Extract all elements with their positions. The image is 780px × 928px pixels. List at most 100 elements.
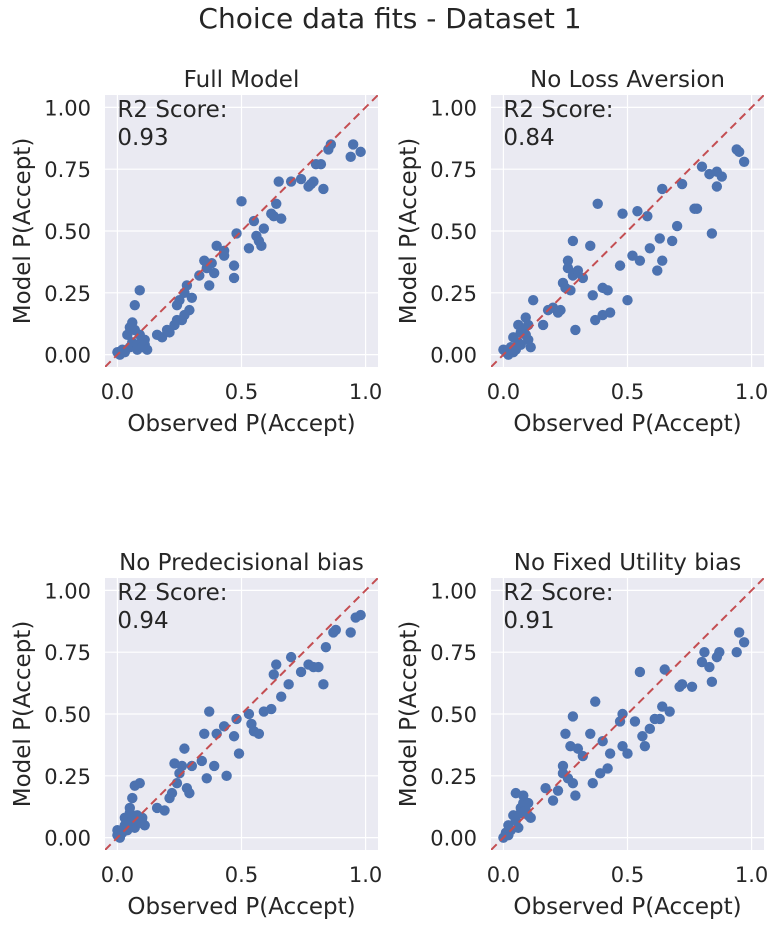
scatter-point — [617, 740, 628, 752]
y-axis-label: Model P(Accept) — [10, 621, 36, 808]
scatter-point — [186, 760, 198, 772]
scatter-point — [345, 627, 356, 638]
scatter-point — [201, 773, 212, 784]
scatter-point — [557, 760, 569, 772]
x-tick-label: 0.0 — [101, 863, 134, 887]
scatter-point — [570, 790, 581, 801]
scatter-point — [567, 778, 579, 789]
scatter-point — [622, 748, 633, 759]
chart-panel-3: 0.0 0.5 1.0 0.00 0.25 0.50 0.75 1.00 Observed P(… — [10, 550, 382, 920]
scatter-point — [345, 151, 356, 163]
x-tick-label: 1.0 — [735, 380, 768, 404]
x-tick-label: 1.0 — [735, 863, 768, 887]
panel-title: Full Model — [184, 67, 300, 93]
r2-score-value: 0.84 — [503, 125, 554, 151]
plot-marks — [105, 95, 378, 367]
scatter-point — [711, 181, 723, 192]
scatter-point — [271, 659, 282, 670]
y-tick-label: 0.75 — [430, 641, 477, 665]
y-tick-label: 0.50 — [430, 703, 477, 727]
scatter-point — [268, 669, 279, 680]
scatter-point — [218, 250, 230, 261]
scatter-point — [527, 295, 539, 306]
scatter-point — [184, 787, 195, 799]
scatter-point — [253, 728, 265, 739]
scatter-point — [570, 324, 581, 336]
scatter-point — [194, 270, 205, 281]
scatter-point — [295, 666, 307, 678]
scatter-point — [696, 161, 708, 172]
scatter-point — [562, 255, 574, 266]
figure-title: Choice data fits - Dataset 1 — [198, 2, 582, 35]
scatter-point — [592, 198, 603, 209]
scatter-point — [176, 760, 188, 772]
scatter-point — [139, 820, 150, 831]
scatter-point — [518, 790, 529, 801]
chart-panel-4: 0.0 0.5 1.0 0.00 0.25 0.50 0.75 1.00 Observed P(… — [396, 550, 768, 920]
scatter-point — [652, 265, 663, 276]
scatter-point — [676, 679, 688, 690]
r2-score-value: 0.93 — [117, 125, 168, 151]
y-tick-label: 0.75 — [44, 158, 91, 182]
plot-marks — [491, 578, 764, 850]
scatter-point — [714, 646, 725, 658]
scatter-point — [587, 778, 598, 789]
scatter-point — [706, 228, 718, 239]
r2-score-label: R2 Score: — [117, 580, 227, 606]
y-tick-label: 0.25 — [430, 765, 477, 789]
scatter-point — [676, 178, 688, 190]
y-tick-label: 0.00 — [430, 344, 477, 368]
scatter-point — [318, 183, 329, 195]
scatter-point — [699, 646, 710, 658]
scatter-point — [233, 748, 245, 759]
y-tick-label: 1.00 — [430, 96, 477, 120]
scatter-point — [733, 627, 745, 638]
scatter-point — [567, 711, 579, 722]
scatter-point — [347, 139, 359, 150]
plot-marks — [491, 95, 764, 367]
scatter-point — [696, 656, 708, 668]
scatter-point — [585, 240, 596, 252]
scatter-point — [691, 203, 703, 214]
panel-title: No Fixed Utility bias — [514, 550, 742, 576]
scatter-point — [124, 802, 136, 814]
y-tick-label: 0.25 — [44, 765, 91, 789]
y-tick-label: 0.50 — [430, 220, 477, 244]
scatter-point — [585, 728, 596, 739]
scatter-point — [634, 666, 646, 678]
y-tick-label: 0.75 — [430, 158, 477, 182]
scatter-point — [731, 646, 742, 658]
scatter-point — [666, 235, 678, 247]
scatter-point — [129, 299, 140, 311]
r2-score-value: 0.94 — [117, 608, 168, 634]
plot-marks — [105, 578, 378, 850]
scatter-point — [590, 696, 601, 707]
scatter-point — [283, 679, 294, 690]
scatter-point — [671, 220, 683, 232]
scatter-point — [602, 285, 613, 296]
y-tick-label: 1.00 — [430, 579, 477, 603]
scatter-point — [273, 176, 284, 187]
x-tick-label: 0.5 — [225, 380, 258, 404]
scatter-point — [355, 146, 366, 158]
scatter-point — [266, 703, 277, 715]
scatter-point — [686, 681, 698, 692]
scatter-point — [567, 235, 579, 247]
scatter-point — [644, 723, 656, 735]
y-tick-label: 0.50 — [44, 220, 91, 244]
r2-score-value: 0.91 — [503, 608, 554, 634]
y-axis-label: Model P(Accept) — [10, 138, 36, 325]
scatter-point — [248, 215, 260, 227]
scatter-point — [209, 267, 220, 279]
scatter-point — [141, 344, 153, 355]
scatter-point — [164, 327, 175, 338]
scatter-point — [644, 243, 656, 254]
scatter-point — [706, 676, 718, 688]
y-axis-label: Model P(Accept) — [396, 621, 422, 808]
scatter-point — [513, 822, 524, 833]
scatter-point — [617, 208, 628, 219]
y-axis-label: Model P(Accept) — [396, 138, 422, 325]
x-tick-label: 0.0 — [101, 380, 134, 404]
scatter-point — [243, 708, 255, 720]
scatter-point — [659, 664, 670, 675]
